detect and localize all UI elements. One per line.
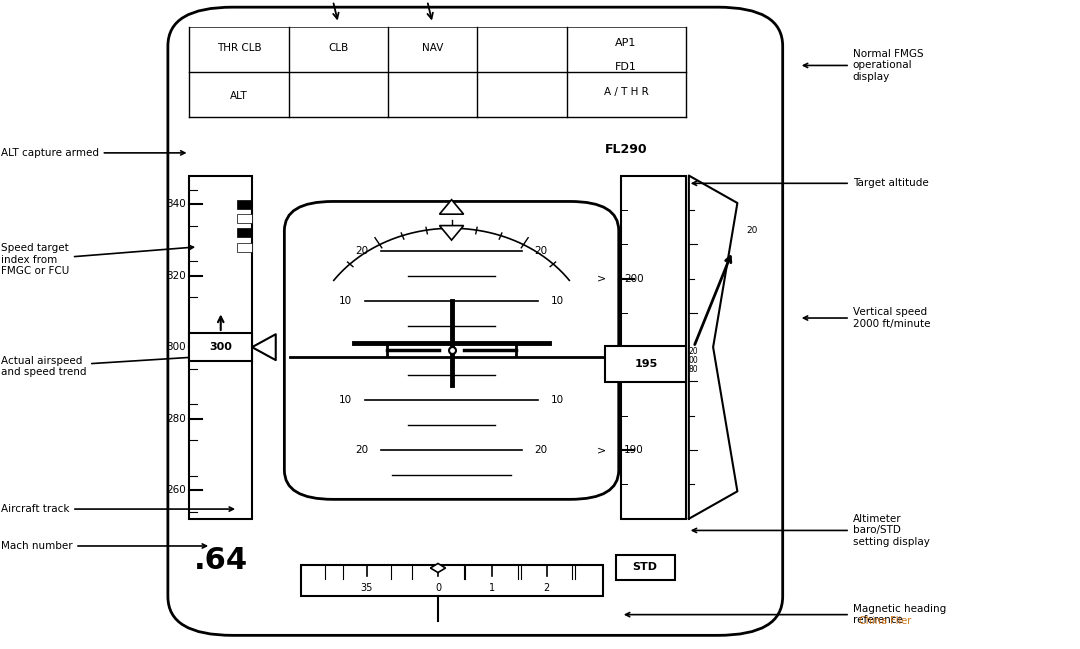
Text: 195: 195 [635, 360, 659, 369]
Text: 20: 20 [746, 226, 757, 235]
Text: Speed target
index from
FMGC or FCU: Speed target index from FMGC or FCU [1, 243, 193, 276]
Text: 200: 200 [624, 273, 644, 284]
Text: 20: 20 [689, 347, 699, 356]
Text: 2: 2 [543, 583, 550, 593]
Text: 280: 280 [166, 413, 186, 424]
Bar [237, 228, 252, 238]
Text: Altimeter
baro/STD
setting display: Altimeter baro/STD setting display [692, 514, 930, 547]
Polygon shape [440, 226, 463, 240]
Text: 260: 260 [166, 485, 186, 495]
Bar [621, 175, 686, 519]
Text: >: > [597, 273, 606, 284]
Text: STD: STD [633, 562, 658, 572]
Text: 80: 80 [689, 365, 699, 374]
Text: Vertical speed
2000 ft/minute: Vertical speed 2000 ft/minute [804, 307, 930, 329]
Text: A / T H R: A / T H R [604, 87, 648, 97]
Text: Mach number: Mach number [1, 541, 206, 551]
Bar [605, 346, 686, 382]
Polygon shape [431, 563, 446, 572]
FancyBboxPatch shape [284, 201, 619, 499]
Bar [616, 555, 675, 580]
Text: 0: 0 [435, 583, 441, 593]
Text: 10: 10 [339, 296, 352, 306]
Text: FL290: FL290 [605, 143, 647, 156]
Bar [237, 214, 252, 223]
Text: 10: 10 [551, 395, 564, 405]
Text: 300: 300 [166, 342, 186, 352]
Text: Magnetic heading
reference: Magnetic heading reference [625, 604, 946, 626]
Text: 35: 35 [361, 583, 374, 593]
Text: 340: 340 [166, 199, 186, 209]
Text: 20: 20 [355, 246, 368, 256]
Text: THR CLB: THR CLB [217, 43, 261, 53]
Text: China Flier: China Flier [859, 616, 912, 626]
Text: AP1: AP1 [616, 38, 637, 48]
Text: 00: 00 [689, 356, 699, 365]
Text: 20: 20 [355, 445, 368, 455]
Polygon shape [689, 175, 738, 519]
Text: FD1: FD1 [616, 62, 637, 73]
Text: >: > [597, 445, 606, 455]
Bar [300, 565, 603, 596]
Text: ALT: ALT [230, 90, 248, 101]
Text: 320: 320 [166, 271, 186, 280]
Bar [237, 200, 252, 209]
Text: 10: 10 [551, 296, 564, 306]
Text: CLB: CLB [328, 43, 349, 53]
Text: 20: 20 [535, 246, 548, 256]
Text: Aircraft track: Aircraft track [1, 504, 233, 514]
FancyBboxPatch shape [167, 7, 783, 635]
Text: .64: .64 [193, 546, 247, 576]
Text: ALT capture armed: ALT capture armed [1, 148, 185, 158]
Text: 190: 190 [624, 445, 644, 455]
Text: 10: 10 [339, 395, 352, 405]
Text: 1: 1 [489, 583, 496, 593]
Bar [237, 243, 252, 252]
Text: NAV: NAV [422, 43, 443, 53]
Text: 20: 20 [535, 445, 548, 455]
Bar [189, 175, 252, 519]
Polygon shape [440, 200, 463, 214]
Text: 300: 300 [210, 342, 232, 352]
Text: Normal FMGS
operational
display: Normal FMGS operational display [804, 49, 923, 82]
Text: Target altitude: Target altitude [692, 178, 929, 188]
Text: Actual airspeed
and speed trend: Actual airspeed and speed trend [1, 356, 193, 378]
Bar [189, 333, 252, 361]
